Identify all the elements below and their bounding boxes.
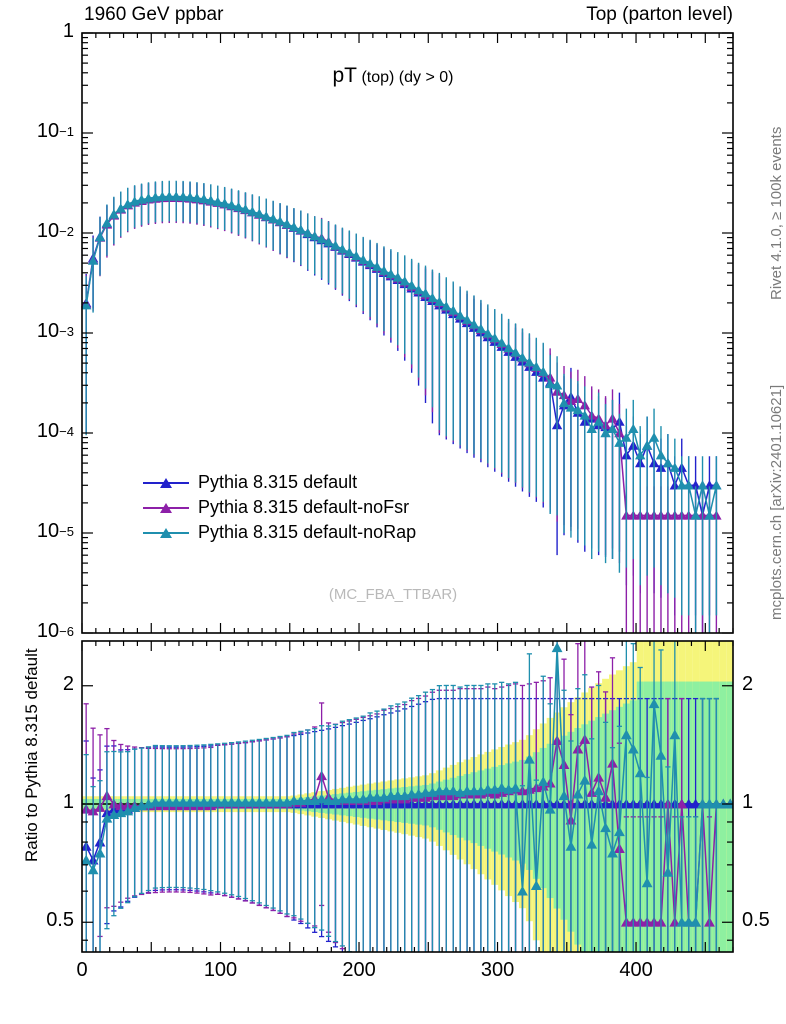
xtick-label: 300 bbox=[480, 959, 515, 981]
legend-label-nofsr: Pythia 8.315 default-noFsr bbox=[198, 497, 410, 517]
header-collision-energy: 1960 GeV ppbar bbox=[84, 4, 224, 25]
ratio-panel-frame bbox=[81, 640, 734, 953]
legend-item-nofsr[interactable]: Pythia 8.315 default-noFsr bbox=[143, 495, 416, 520]
legend: Pythia 8.315 default Pythia 8.315 defaul… bbox=[143, 470, 416, 545]
ytick-label-upper: 10−1 bbox=[36, 120, 74, 142]
legend-label-default: Pythia 8.315 default bbox=[198, 472, 358, 492]
ytick-label-ratio-left: 1 bbox=[62, 791, 74, 813]
upper-panel-frame bbox=[81, 32, 734, 634]
legend-item-norap[interactable]: Pythia 8.315 default-noRap bbox=[143, 520, 416, 545]
analysis-watermark: (MC_FBA_TTBAR) bbox=[328, 586, 458, 603]
ytick-label-upper: 10−5 bbox=[36, 520, 74, 542]
legend-key-default bbox=[143, 476, 189, 490]
header-process-label: Top (parton level) bbox=[586, 4, 733, 25]
axis-ticks bbox=[81, 32, 734, 952]
xtick-label: 0 bbox=[76, 959, 88, 981]
ytick-label-upper: 10−4 bbox=[36, 420, 74, 442]
legend-key-nofsr bbox=[143, 501, 189, 515]
plot-title-main: pT bbox=[332, 64, 358, 87]
ytick-label-ratio-left: 0.5 bbox=[46, 909, 74, 932]
series-3 bbox=[80, 180, 733, 952]
legend-label-norap: Pythia 8.315 default-noRap bbox=[198, 522, 417, 542]
ytick-label-ratio-right: 1 bbox=[742, 791, 754, 813]
xtick-label: 200 bbox=[342, 959, 376, 981]
legend-key-norap bbox=[143, 526, 189, 540]
ytick-label-ratio-right: 0.5 bbox=[742, 909, 770, 932]
ytick-label-upper: 1 bbox=[62, 20, 74, 42]
xtick-label: 100 bbox=[203, 959, 238, 981]
ytick-label-upper: 10−2 bbox=[36, 220, 74, 242]
xtick-label: 400 bbox=[619, 959, 653, 981]
legend-item-default[interactable]: Pythia 8.315 default bbox=[143, 470, 416, 495]
plot-title: pT (top) (dy > 0) bbox=[0, 64, 786, 88]
ytick-label-upper: 10−3 bbox=[36, 320, 74, 342]
plot-title-sub: (top) (dy > 0) bbox=[357, 69, 454, 86]
ytick-label-ratio-left: 2 bbox=[62, 672, 74, 695]
ytick-label-ratio-right: 2 bbox=[742, 672, 754, 695]
ytick-label-upper: 10−6 bbox=[36, 620, 74, 642]
